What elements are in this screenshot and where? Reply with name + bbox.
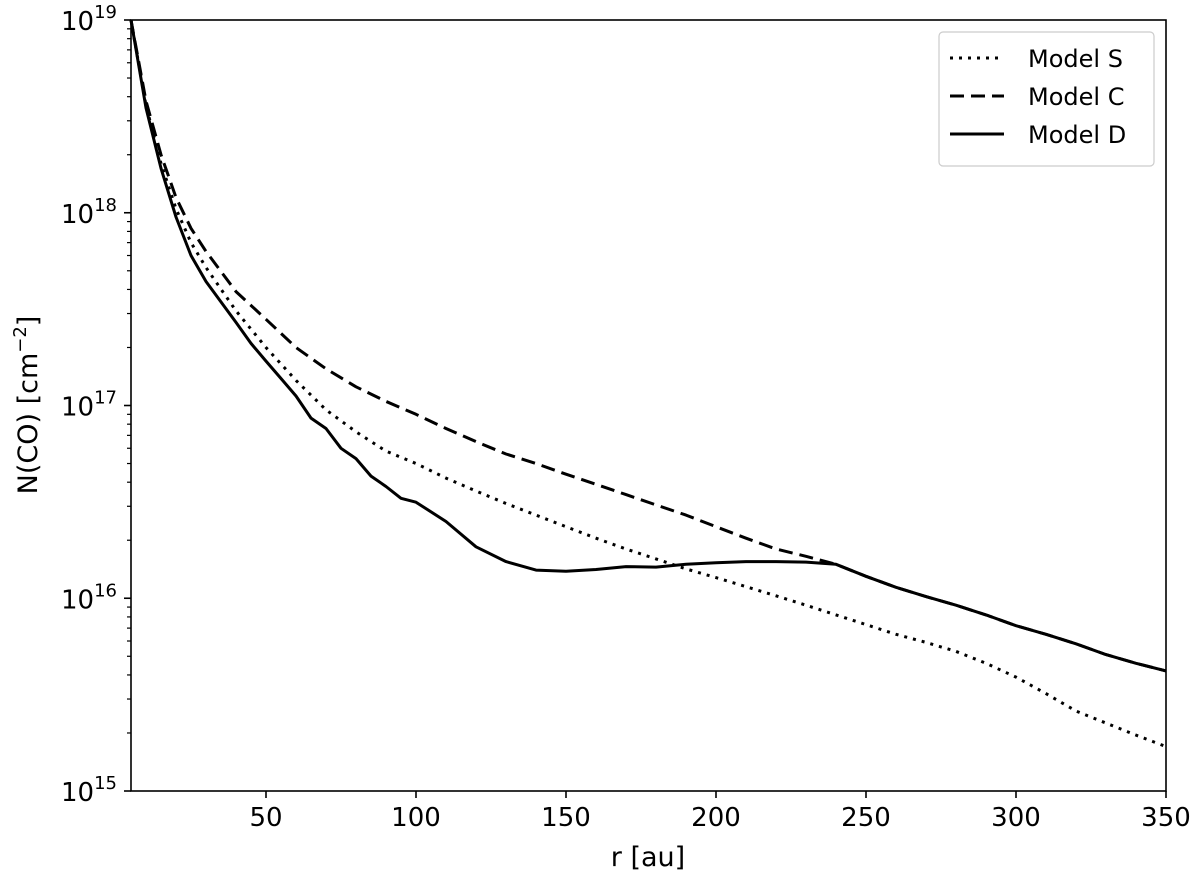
x-tick-label: 150 — [541, 803, 591, 833]
y-axis-label-close: ] — [13, 316, 44, 327]
y-tick-label: 1016 — [61, 580, 117, 615]
legend-label: Model D — [1028, 121, 1126, 149]
y-axis-label: N(CO) [cm−2] — [10, 316, 44, 495]
x-tick-label: 300 — [991, 803, 1041, 833]
x-axis-label: r [au] — [611, 842, 685, 873]
y-tick-label: 1017 — [61, 388, 117, 423]
x-tick-label: 200 — [691, 803, 741, 833]
y-axis-label-sup: −2 — [10, 326, 31, 353]
legend-label: Model C — [1028, 83, 1124, 111]
series-line-3 — [129, 19, 1167, 673]
y-axis: 1015 1016 1017 1018 1019 — [61, 2, 131, 808]
x-tick-label: 350 — [1141, 803, 1191, 833]
series-lines — [129, 19, 1167, 749]
x-tick-label: 100 — [391, 803, 441, 833]
x-tick-label: 250 — [841, 803, 891, 833]
legend: Model S Model C Model D — [938, 31, 1155, 167]
x-axis: 50 100 150 200 250 300 350 — [249, 791, 1191, 833]
x-tick-label: 50 — [249, 803, 282, 833]
y-tick-label: 1019 — [61, 2, 117, 37]
legend-label: Model S — [1028, 45, 1123, 73]
y-tick-label: 1015 — [61, 773, 117, 808]
y-axis-label-main: N(CO) [cm — [13, 353, 44, 495]
y-tick-label: 1018 — [61, 195, 117, 230]
